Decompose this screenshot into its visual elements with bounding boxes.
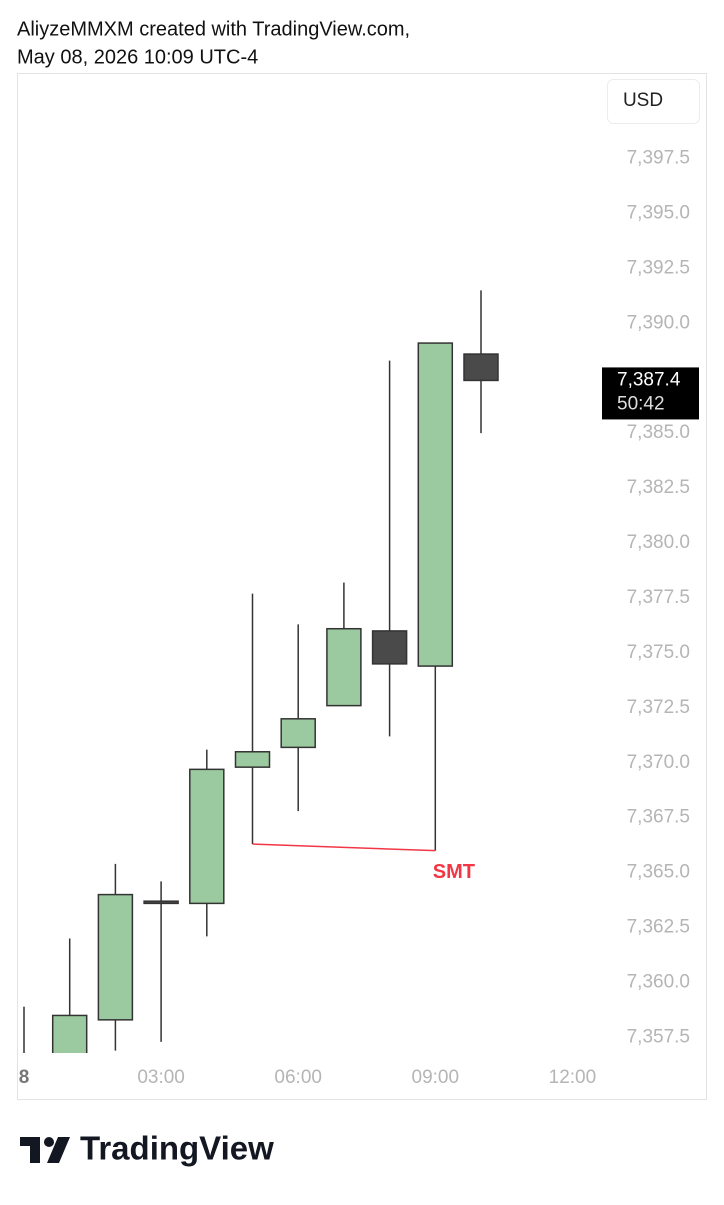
candle-body: [189, 768, 225, 905]
candle-body: [51, 1014, 88, 1053]
candle-body: [143, 900, 179, 905]
candle-body: [97, 893, 134, 1021]
y-tick-label: 7,377.5: [627, 587, 690, 608]
y-tick-label: 7,395.0: [627, 202, 690, 223]
candle-body: [417, 342, 454, 667]
y-tick-label: 7,375.0: [627, 642, 690, 663]
y-tick-label: 7,372.5: [627, 697, 690, 718]
y-tick-label: 7,390.0: [627, 312, 690, 333]
x-tick-label: 03:00: [137, 1067, 185, 1088]
header-line: AliyzeMMXM created with TradingView.com,: [17, 18, 410, 40]
brand-logo: [20, 1137, 70, 1163]
y-tick-label: 7,397.5: [627, 148, 690, 169]
y-tick-label: 7,360.0: [627, 972, 690, 993]
smt-label: SMT: [433, 861, 475, 883]
candle-body: [371, 630, 408, 665]
x-tick-label: 09:00: [412, 1067, 460, 1088]
price-tag: [602, 367, 699, 420]
y-tick-label: 7,385.0: [627, 422, 690, 443]
y-tick-label: 7,370.0: [627, 752, 690, 773]
plot: [23, 290, 499, 1053]
x-tick-label: 8: [19, 1067, 30, 1088]
candle-body: [234, 751, 271, 768]
y-tick-label: 7,362.5: [627, 917, 690, 938]
chart-frame: [17, 73, 707, 1100]
smt-line: [252, 843, 436, 852]
y-tick-label: 7,380.0: [627, 532, 690, 553]
countdown: 50:42: [617, 393, 665, 414]
candle-body: [280, 718, 316, 749]
y-tick-label: 7,357.5: [627, 1026, 690, 1047]
y-tick-label: 7,382.5: [627, 477, 690, 498]
header-line: May 08, 2026 10:09 UTC-4: [17, 46, 258, 68]
currency: USD: [623, 90, 663, 111]
y-tick-label: 7,367.5: [627, 807, 690, 828]
candle-body: [463, 353, 499, 382]
y-tick-label: 7,392.5: [627, 257, 690, 278]
y-tick-label: 7,365.0: [627, 862, 690, 883]
x-tick-label: 12:00: [549, 1067, 597, 1088]
price-tag-label: 7,387.4: [617, 369, 681, 390]
brand: TradingView: [80, 1130, 274, 1167]
candle-body: [326, 627, 362, 707]
x-tick-label: 06:00: [274, 1067, 322, 1088]
currency-button[interactable]: [607, 79, 700, 124]
